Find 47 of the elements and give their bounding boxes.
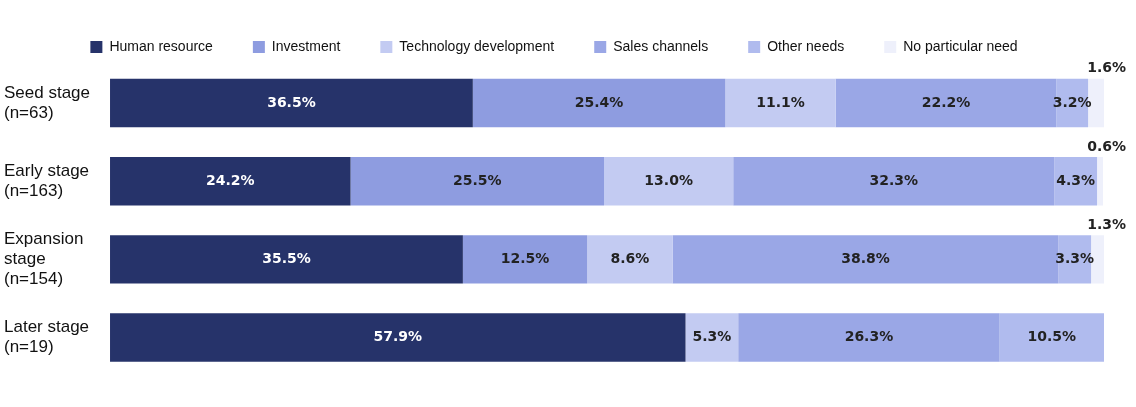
bar: [733, 157, 1055, 206]
data-label: 24.2%: [206, 171, 255, 188]
bar: [472, 78, 726, 128]
data-label: 22.2%: [921, 93, 971, 110]
bar: [110, 78, 473, 128]
data-label: 26.3%: [844, 328, 894, 345]
y-tick-label: Later stage (n=19): [4, 317, 90, 357]
data-label: 38.8%: [841, 250, 890, 267]
data-label: 1.6%: [1087, 59, 1126, 76]
data-label: 25.4%: [574, 93, 624, 110]
y-tick-label: Expansion stage (n=154): [4, 228, 84, 289]
data-label: 4.3%: [1056, 171, 1096, 188]
data-label: 12.5%: [500, 250, 550, 267]
y-tick-label: Seed stage (n=63): [4, 82, 91, 122]
bar: [110, 235, 463, 284]
legend-label: Sales channels: [613, 37, 709, 54]
legend-label: Technology development: [399, 37, 555, 54]
bar: [604, 157, 734, 206]
data-label: 11.1%: [756, 93, 805, 110]
legend-label: Human resource: [109, 37, 214, 54]
data-label: 1.3%: [1087, 215, 1126, 232]
data-label: 13.0%: [644, 171, 693, 188]
data-label: 32.3%: [869, 171, 919, 188]
bar: [999, 313, 1104, 362]
bar: [738, 313, 1000, 362]
data-label: 3.3%: [1055, 250, 1095, 267]
data-label: 0.6%: [1087, 137, 1126, 154]
bar: [1097, 157, 1104, 206]
bar: [587, 235, 673, 284]
data-label: 25.5%: [453, 171, 502, 188]
legend-label: No particular need: [903, 37, 1018, 54]
data-label: 8.6%: [610, 250, 650, 267]
y-tick-label: Early stage (n=163): [4, 160, 90, 201]
data-label: 36.5%: [267, 93, 316, 110]
bar: [725, 78, 836, 128]
data-label: 3.2%: [1052, 93, 1092, 110]
data-label: 5.3%: [692, 328, 732, 345]
legend-label: Other needs: [767, 37, 845, 54]
bar: [110, 313, 686, 362]
bar: [350, 157, 605, 206]
legend-label: Investment: [271, 37, 341, 54]
data-label: 35.5%: [262, 250, 311, 267]
bar: [110, 157, 351, 206]
data-label: 10.5%: [1027, 328, 1077, 345]
bar: [685, 313, 739, 362]
bar: [462, 235, 588, 284]
data-label: 57.9%: [373, 328, 423, 345]
